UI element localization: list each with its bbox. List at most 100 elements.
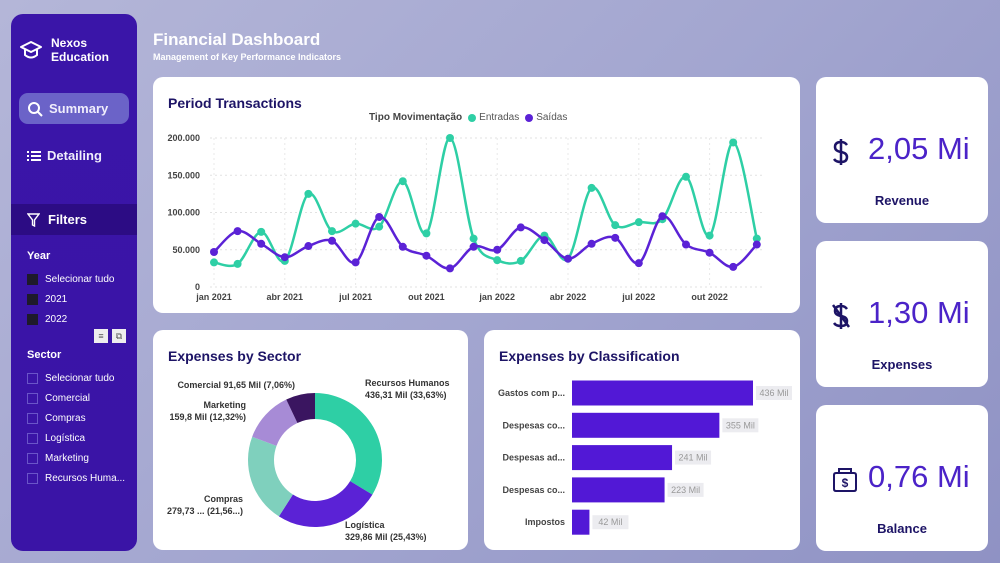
sector-filter-title: Sector bbox=[27, 349, 62, 361]
sector-option[interactable]: Marketing bbox=[27, 448, 125, 468]
legend: Tipo Movimentação Entradas Saídas bbox=[369, 112, 567, 123]
slice-value: 279,73 ... (21,56...) bbox=[167, 506, 243, 516]
sector-option[interactable]: Logística bbox=[27, 428, 125, 448]
data-point bbox=[729, 138, 738, 147]
checkbox[interactable] bbox=[27, 392, 38, 404]
brand-name-line2: Education bbox=[51, 50, 110, 64]
checkbox[interactable] bbox=[27, 472, 38, 484]
data-point bbox=[328, 236, 336, 245]
slice-name: Marketing bbox=[203, 400, 246, 410]
data-point bbox=[398, 242, 407, 251]
slice-value: 159,8 Mil (12,32%) bbox=[169, 412, 246, 422]
kpi-label: Balance bbox=[877, 521, 927, 536]
x-tick-label: out 2022 bbox=[691, 292, 728, 302]
x-tick-label: jul 2021 bbox=[338, 292, 372, 302]
visual-header-buttons: ≡ ⧉ bbox=[94, 329, 126, 343]
sidebar: Nexos Education Summary Detailing Filters… bbox=[11, 14, 137, 551]
graduation-cap-icon bbox=[20, 41, 42, 59]
checkbox[interactable] bbox=[27, 313, 38, 325]
data-point bbox=[493, 256, 502, 265]
bar-data-label: 241 Mil bbox=[679, 453, 708, 463]
data-point bbox=[705, 231, 714, 240]
bar bbox=[572, 412, 720, 438]
data-point bbox=[422, 229, 431, 238]
bar-data-label: 223 Mil bbox=[671, 485, 700, 495]
checkbox[interactable] bbox=[27, 412, 38, 424]
legend-saidas[interactable]: Saídas bbox=[536, 112, 568, 123]
checkbox[interactable] bbox=[27, 452, 38, 464]
data-point bbox=[210, 258, 218, 267]
data-point bbox=[422, 251, 431, 260]
chart-title: Period Transactions bbox=[168, 95, 302, 111]
filter-icon bbox=[27, 212, 40, 227]
data-point bbox=[351, 258, 360, 267]
year-option[interactable]: Selecionar tudo bbox=[27, 269, 115, 289]
brand-name-line1: Nexos bbox=[51, 36, 88, 50]
data-point bbox=[233, 227, 242, 236]
nav-summary-label: Summary bbox=[49, 101, 109, 116]
data-point bbox=[375, 222, 384, 231]
donut-chart: Recursos Humanos 436,31 Mil (33,63%) Logís… bbox=[167, 378, 450, 542]
checkbox[interactable] bbox=[27, 293, 38, 305]
brand: Nexos Education bbox=[19, 36, 109, 64]
legend-dot-entradas bbox=[468, 113, 477, 122]
kpi-label: Revenue bbox=[874, 193, 930, 208]
data-point bbox=[469, 234, 478, 243]
checkbox[interactable] bbox=[27, 372, 38, 384]
filter-visual-button[interactable]: ≡ bbox=[94, 329, 108, 343]
filters-header: Filters bbox=[11, 204, 137, 235]
bar bbox=[572, 509, 590, 535]
data-point bbox=[304, 189, 313, 198]
bar-data-label: 436 Mil bbox=[759, 388, 788, 398]
checkbox[interactable] bbox=[27, 432, 38, 444]
slice-name: Compras bbox=[204, 494, 243, 504]
nav-summary[interactable]: Summary bbox=[19, 93, 129, 124]
data-label-bg bbox=[675, 450, 712, 465]
x-tick-label: jul 2022 bbox=[621, 292, 655, 302]
kpi-label: Expenses bbox=[871, 357, 933, 372]
x-tick-label: abr 2021 bbox=[267, 292, 304, 302]
kpi-revenue: 2,05 Mi Revenue bbox=[816, 77, 988, 223]
search-icon bbox=[28, 101, 43, 117]
checkbox[interactable] bbox=[27, 273, 38, 285]
sector-option[interactable]: Selecionar tudo bbox=[27, 368, 125, 388]
data-point bbox=[634, 218, 643, 227]
data-point bbox=[233, 259, 242, 268]
sector-option[interactable]: Comercial bbox=[27, 388, 125, 408]
data-point bbox=[328, 227, 336, 236]
data-point bbox=[375, 212, 384, 221]
sector-option[interactable]: Compras bbox=[27, 408, 125, 428]
sector-filter: Sector Selecionar tudo Comercial Compras… bbox=[27, 349, 125, 488]
option-label: Recursos Huma... bbox=[45, 472, 126, 484]
y-tick-label: 200.000 bbox=[167, 133, 200, 143]
y-tick-label: 150.000 bbox=[167, 170, 200, 180]
y-tick-label: 100.000 bbox=[167, 208, 200, 218]
data-point bbox=[516, 256, 525, 265]
chart-title: Expenses by Classification bbox=[499, 348, 680, 364]
bar-data-label: 355 Mil bbox=[726, 420, 755, 430]
data-point bbox=[398, 177, 407, 186]
data-point bbox=[446, 134, 454, 142]
year-option[interactable]: 2021 bbox=[27, 289, 115, 309]
year-filter-title: Year bbox=[27, 250, 51, 262]
dollar-icon bbox=[832, 139, 849, 165]
data-label-bg bbox=[592, 515, 629, 530]
data-label-bg bbox=[722, 418, 759, 433]
kpi-balance: $ 0,76 Mi Balance bbox=[816, 405, 988, 551]
data-point bbox=[705, 248, 714, 257]
year-option[interactable]: 2022 bbox=[27, 309, 115, 329]
filters-label: Filters bbox=[48, 212, 88, 227]
focus-mode-button[interactable]: ⧉ bbox=[112, 329, 126, 343]
sector-option[interactable]: Recursos Huma... bbox=[27, 468, 125, 488]
option-label: Selecionar tudo bbox=[45, 372, 115, 384]
data-point bbox=[351, 219, 360, 228]
legend-entradas[interactable]: Entradas bbox=[479, 112, 520, 123]
data-point bbox=[611, 221, 620, 230]
nav-detailing[interactable]: Detailing bbox=[19, 140, 129, 171]
series-line-entradas bbox=[213, 136, 759, 268]
x-tick-label: abr 2022 bbox=[550, 292, 587, 302]
data-point bbox=[752, 240, 761, 249]
data-point bbox=[446, 264, 454, 273]
slice-value: 436,31 Mil (33,63%) bbox=[365, 390, 447, 400]
money-bag-icon: $ bbox=[833, 468, 857, 492]
